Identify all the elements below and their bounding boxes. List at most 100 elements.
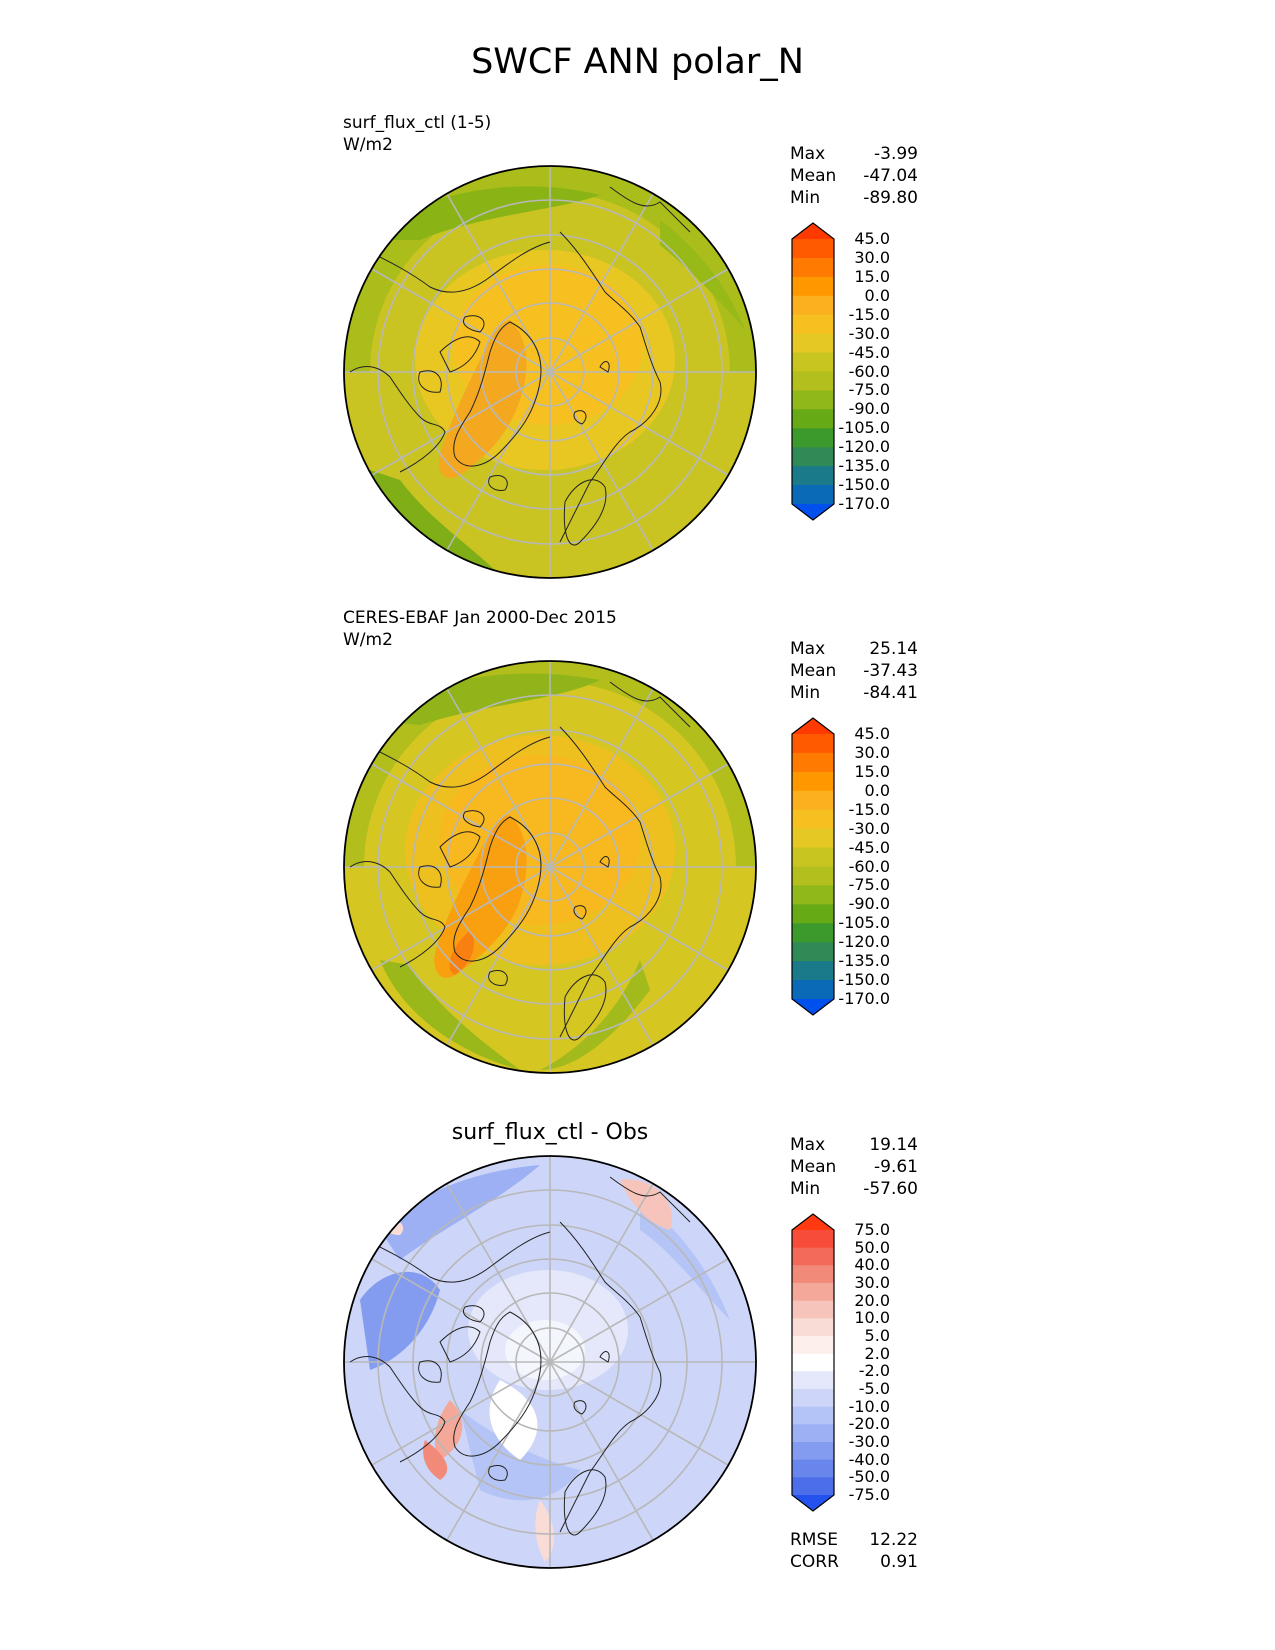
colorbar-swatch — [792, 1442, 834, 1461]
colorbar-tick-label: 2.0 — [864, 1343, 890, 1363]
colorbar-swatch — [792, 923, 834, 943]
colorbar-tick-label: -135.0 — [838, 951, 890, 971]
panel-3-stats: Max 19.14 Mean -9.61 Min -57.60 — [790, 1134, 918, 1200]
stat-mean: Mean -47.04 — [790, 166, 918, 186]
colorbar-tick-label: -150.0 — [838, 475, 890, 495]
stat-mean: Mean -37.43 — [790, 661, 918, 681]
colorbar-swatch — [792, 1265, 834, 1284]
colorbar-tick-label: -30.0 — [848, 323, 890, 343]
colorbar-swatch — [792, 466, 834, 486]
colorbar-swatch — [792, 390, 834, 410]
colorbar-swatch — [792, 1336, 834, 1355]
colorbar-tick-label: -120.0 — [838, 437, 890, 457]
stat-max: Max -3.99 — [790, 144, 918, 164]
colorbar-swatch — [792, 428, 834, 448]
colorbar-outline — [791, 222, 835, 521]
colorbar-swatch — [792, 1371, 834, 1390]
colorbar-tick-label: 30.0 — [854, 247, 890, 267]
panel-3-metrics: RMSE 12.22 CORR 0.91 — [790, 1529, 918, 1573]
panel-2-title: CERES-EBAF Jan 2000-Dec 2015 W/m2 — [343, 607, 617, 651]
colorbar-tick-label: -30.0 — [848, 1432, 890, 1451]
colorbar-tick-label: 30.0 — [854, 742, 890, 762]
colorbar-swatch — [792, 314, 834, 335]
panel-3-map — [343, 1155, 757, 1569]
colorbar-tick-label: 45.0 — [854, 724, 890, 743]
colorbar-tick-label: -120.0 — [838, 932, 890, 952]
stat-max: Max 19.14 — [790, 1135, 918, 1155]
panel-1-units: W/m2 — [343, 135, 393, 155]
colorbar-extend-top — [792, 223, 834, 239]
colorbar-tick-label: 75.0 — [854, 1220, 890, 1239]
colorbar-tick-label: 15.0 — [854, 761, 890, 781]
colorbar-tick-label: 0.0 — [864, 285, 890, 305]
colorbar-swatch — [792, 447, 834, 467]
colorbar-swatch — [792, 1424, 834, 1443]
colorbar-swatch — [792, 333, 834, 354]
panel-1-map — [343, 165, 757, 579]
colorbar-tick-label: -2.0 — [858, 1361, 890, 1381]
colorbar-swatch — [792, 1283, 834, 1302]
colorbar-swatch — [792, 790, 834, 811]
colorbar-extend-bottom — [792, 504, 834, 520]
colorbar-swatch — [792, 257, 834, 278]
colorbar-tick-label: 10.0 — [854, 1308, 890, 1328]
colorbar-tick-label: 20.0 — [854, 1290, 890, 1310]
panel-3-title: surf_flux_ctl - Obs — [451, 1120, 649, 1145]
colorbar-tick-label: -5.0 — [858, 1379, 890, 1398]
colorbar-swatch — [792, 1300, 834, 1319]
colorbar-swatch — [792, 809, 834, 830]
colorbar-tick-label: -90.0 — [848, 399, 890, 419]
colorbar-swatch — [792, 1459, 834, 1478]
colorbar-tick-label: -10.0 — [848, 1396, 890, 1416]
colorbar-swatch — [792, 942, 834, 962]
colorbar-swatch — [792, 409, 834, 429]
colorbar-tick-label: -105.0 — [838, 418, 890, 438]
colorbar-swatch — [792, 1477, 834, 1496]
panel-2-map — [343, 660, 757, 1074]
colorbar-swatch — [792, 1247, 834, 1266]
colorbar-tick-label: 45.0 — [854, 229, 890, 248]
colorbar-tick-label: 30.0 — [854, 1273, 890, 1292]
colorbar-swatch — [792, 752, 834, 773]
colorbar-tick-label: 0.0 — [864, 780, 890, 800]
colorbar-tick-label: 50.0 — [854, 1237, 890, 1257]
figure-title: SWCF ANN polar_N — [471, 42, 804, 82]
colorbar-swatch — [792, 828, 834, 849]
colorbar-tick-label: 5.0 — [864, 1326, 890, 1345]
colorbar-swatch — [792, 847, 834, 867]
colorbar-tick-label: 15.0 — [854, 266, 890, 286]
colorbar-tick-label: -150.0 — [838, 970, 890, 990]
colorbar-swatch — [792, 295, 834, 316]
colorbar-outline — [791, 1213, 835, 1512]
colorbar-tick-label: -90.0 — [848, 894, 890, 914]
colorbar-swatch — [792, 1318, 834, 1337]
colorbar-tick-label: -170.0 — [838, 989, 890, 1008]
panel-2-case-name: CERES-EBAF Jan 2000-Dec 2015 — [343, 608, 617, 628]
colorbar-tick-label: -60.0 — [848, 361, 890, 381]
colorbar-tick-label: -40.0 — [848, 1449, 890, 1469]
metric-rmse: RMSE 12.22 — [790, 1530, 918, 1550]
colorbar-extend-top — [792, 718, 834, 734]
stat-mean: Mean -9.61 — [790, 1157, 918, 1177]
colorbar-tick-label: -50.0 — [848, 1467, 890, 1487]
colorbar-swatch — [792, 961, 834, 981]
colorbar-swatch — [792, 904, 834, 924]
colorbar-tick-label: -170.0 — [838, 494, 890, 513]
colorbar-swatch — [792, 1353, 834, 1372]
stat-min: Min -84.41 — [790, 683, 918, 703]
colorbar-extend-bottom — [792, 999, 834, 1015]
colorbar-swatch — [792, 866, 834, 886]
colorbar-swatch — [792, 371, 834, 391]
panel-2-units: W/m2 — [343, 630, 393, 650]
panel-2-stats: Max 25.14 Mean -37.43 Min -84.41 — [790, 638, 918, 704]
colorbar-swatch — [792, 980, 834, 1000]
colorbar-swatch — [792, 276, 834, 297]
panel-2-colorbar — [791, 717, 835, 1016]
panel-1-title: surf_flux_ctl (1-5) W/m2 — [343, 112, 491, 156]
colorbar-swatch — [792, 485, 834, 505]
colorbar-swatch — [792, 239, 834, 259]
colorbar-tick-label: -75.0 — [848, 875, 890, 895]
colorbar-swatch — [792, 885, 834, 905]
metric-corr: CORR 0.91 — [790, 1552, 918, 1572]
colorbar-tick-label: -75.0 — [848, 1485, 890, 1504]
